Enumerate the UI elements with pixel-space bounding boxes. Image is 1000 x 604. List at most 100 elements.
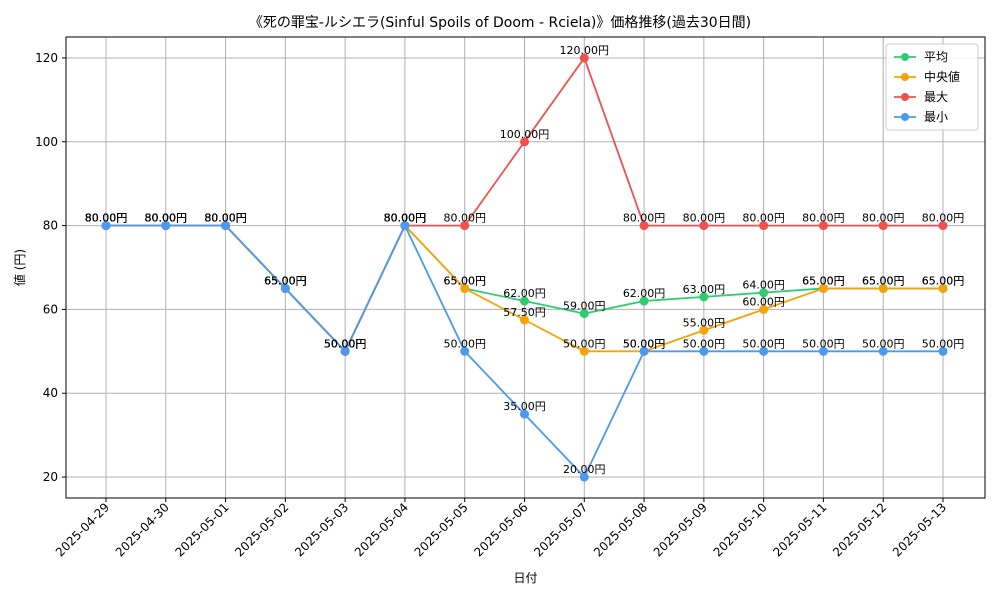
data-label: 50.00円 [862,337,905,350]
data-label: 50.00円 [324,337,367,350]
data-point [340,346,350,356]
y-tick-label: 100 [35,135,58,149]
data-label: 80.00円 [623,212,666,225]
data-point [759,304,769,314]
data-point [520,315,529,325]
data-label: 50.00円 [683,337,726,350]
data-point [759,288,769,298]
data-point [818,221,828,231]
data-label: 65.00円 [862,274,905,287]
legend-box [885,43,979,131]
x-tick-label: 2025-05-10 [711,500,770,559]
data-label: 80.00円 [922,212,965,225]
legend-label: 最大 [924,90,948,104]
data-point [938,221,948,231]
data-label: 80.00円 [204,212,247,225]
y-tick-label: 40 [43,386,58,400]
data-label: 20.00円 [563,463,606,476]
data-point [639,346,649,356]
data-point [878,283,888,293]
x-tick-label: 2025-04-30 [113,500,172,559]
data-label: 80.00円 [145,212,188,225]
data-label: 60.00円 [742,295,785,308]
legend-label: 中央値 [924,69,960,84]
data-label: 80.00円 [204,212,247,225]
data-point [460,221,470,231]
data-label: 65.00円 [922,274,965,287]
chart-title: 《死の罪宝-ルシエラ(Sinful Spoils of Doom - Rciel… [248,15,752,31]
data-point [878,346,888,356]
data-point [938,346,948,356]
data-label: 65.00円 [802,274,845,287]
data-label: 50.00円 [563,337,606,350]
data-label: 65.00円 [443,274,486,287]
legend-marker [901,53,909,61]
data-point [280,283,290,293]
data-point [460,283,470,293]
x-tick-label: 2025-05-03 [292,500,351,559]
data-label: 50.00円 [623,337,666,350]
data-point [699,325,709,335]
data-label: 80.00円 [742,212,785,225]
data-point [579,53,589,63]
legend-marker [901,113,909,121]
y-tick-label: 20 [43,470,58,484]
x-tick-label: 2025-05-04 [352,500,411,559]
data-label: 80.00円 [862,212,905,225]
data-label: 80.00円 [85,212,128,225]
data-label: 65.00円 [264,274,307,287]
x-tick-label: 2025-05-11 [770,500,829,559]
x-tick-label: 2025-05-07 [531,500,590,559]
data-point [221,221,231,231]
y-tick-label: 120 [35,51,58,65]
y-axis-label: 値 (円) [12,249,27,286]
y-tick-label: 80 [43,219,58,233]
data-label: 80.00円 [384,212,427,225]
data-label: 80.00円 [85,212,128,225]
data-label: 59.00円 [563,300,606,313]
x-tick-label: 2025-04-29 [53,500,112,559]
data-label: 50.00円 [623,337,666,350]
data-point [759,346,769,356]
data-label: 80.00円 [85,212,128,225]
data-label: 64.00円 [742,279,785,292]
x-tick-label: 2025-05-13 [890,500,949,559]
data-point [460,346,470,356]
data-point [699,221,709,231]
legend-marker [901,73,909,81]
data-label: 50.00円 [802,337,845,350]
x-axis-label: 日付 [513,571,537,585]
data-label: 80.00円 [384,212,427,225]
data-label: 80.00円 [683,212,726,225]
data-label: 120.00円 [560,44,610,57]
x-tick-label: 2025-05-09 [651,500,710,559]
x-tick-label: 2025-05-01 [172,500,231,559]
legend-label: 最小 [924,110,948,124]
data-point [639,296,649,306]
data-label: 80.00円 [85,212,128,225]
data-point [938,283,948,293]
data-label: 62.00円 [503,287,546,300]
y-tick-label: 60 [43,302,58,316]
data-label: 50.00円 [324,337,367,350]
data-label: 55.00円 [683,316,726,329]
x-tick-label: 2025-05-05 [412,500,471,559]
data-point [759,221,769,231]
data-label: 65.00円 [264,274,307,287]
x-tick-label: 2025-05-02 [232,500,291,559]
data-point [699,346,709,356]
data-point [520,296,529,306]
data-point [161,221,171,231]
x-tick-label: 2025-05-12 [830,500,889,559]
data-label: 63.00円 [683,283,726,296]
data-point [639,221,649,231]
data-point [520,137,529,147]
data-point [699,292,709,302]
x-tick-label: 2025-05-08 [591,500,650,559]
data-point [579,472,589,482]
data-label: 80.00円 [802,212,845,225]
data-label: 50.00円 [922,337,965,350]
data-point [579,346,589,356]
data-label: 57.50円 [503,306,546,319]
data-label: 65.00円 [264,274,307,287]
